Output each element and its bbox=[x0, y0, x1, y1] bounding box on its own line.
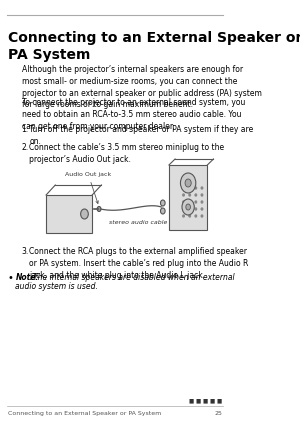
Circle shape bbox=[185, 179, 191, 187]
Circle shape bbox=[189, 201, 190, 203]
Circle shape bbox=[81, 209, 88, 219]
Text: To connect the projector to an external sound system, you
need to obtain an RCA-: To connect the projector to an external … bbox=[22, 98, 245, 130]
Circle shape bbox=[189, 215, 190, 217]
Circle shape bbox=[201, 208, 203, 210]
Text: audio system is used.: audio system is used. bbox=[15, 282, 98, 291]
Circle shape bbox=[183, 194, 184, 196]
Text: 1.: 1. bbox=[22, 125, 28, 134]
Text: Although the projector’s internal speakers are enough for
most small- or medium-: Although the projector’s internal speake… bbox=[22, 65, 261, 109]
Circle shape bbox=[195, 215, 196, 217]
Circle shape bbox=[195, 194, 196, 196]
Text: 2.: 2. bbox=[22, 143, 28, 152]
Circle shape bbox=[201, 201, 203, 203]
Circle shape bbox=[189, 187, 190, 189]
Text: stereo audio cable: stereo audio cable bbox=[109, 220, 167, 225]
Circle shape bbox=[97, 207, 101, 212]
Circle shape bbox=[183, 201, 184, 203]
Text: ■ ■ ■ ■ ■: ■ ■ ■ ■ ■ bbox=[189, 398, 223, 403]
Circle shape bbox=[189, 194, 190, 196]
Circle shape bbox=[201, 194, 203, 196]
Circle shape bbox=[201, 215, 203, 217]
Circle shape bbox=[195, 208, 196, 210]
Text: Audio Out jack: Audio Out jack bbox=[65, 172, 111, 204]
Text: 25: 25 bbox=[215, 411, 223, 416]
Text: 3.: 3. bbox=[22, 247, 29, 256]
Text: The internal speakers are disabled when an external: The internal speakers are disabled when … bbox=[33, 273, 235, 282]
Text: •: • bbox=[8, 273, 14, 283]
Circle shape bbox=[195, 187, 196, 189]
Text: Connect the cable’s 3.5 mm stereo miniplug to the
projector’s Audio Out jack.: Connect the cable’s 3.5 mm stereo minipl… bbox=[29, 143, 224, 164]
Circle shape bbox=[160, 200, 165, 206]
Text: Note:: Note: bbox=[15, 273, 39, 282]
Circle shape bbox=[183, 208, 184, 210]
Circle shape bbox=[183, 187, 184, 189]
FancyBboxPatch shape bbox=[169, 165, 207, 230]
Circle shape bbox=[182, 199, 194, 215]
Text: Turn off the projector and speaker or PA system if they are
on.: Turn off the projector and speaker or PA… bbox=[29, 125, 254, 146]
Text: Connecting to an External Speaker or PA System: Connecting to an External Speaker or PA … bbox=[8, 411, 161, 416]
Circle shape bbox=[181, 173, 196, 193]
Circle shape bbox=[201, 187, 203, 189]
Text: Connecting to an External Speaker or
PA System: Connecting to an External Speaker or PA … bbox=[8, 31, 300, 62]
Circle shape bbox=[189, 208, 190, 210]
Circle shape bbox=[183, 215, 184, 217]
Circle shape bbox=[195, 201, 196, 203]
Circle shape bbox=[160, 208, 165, 214]
Text: Connect the RCA plugs to the external amplified speaker
or PA system. Insert the: Connect the RCA plugs to the external am… bbox=[29, 247, 249, 280]
Circle shape bbox=[186, 204, 190, 210]
FancyBboxPatch shape bbox=[46, 195, 92, 233]
